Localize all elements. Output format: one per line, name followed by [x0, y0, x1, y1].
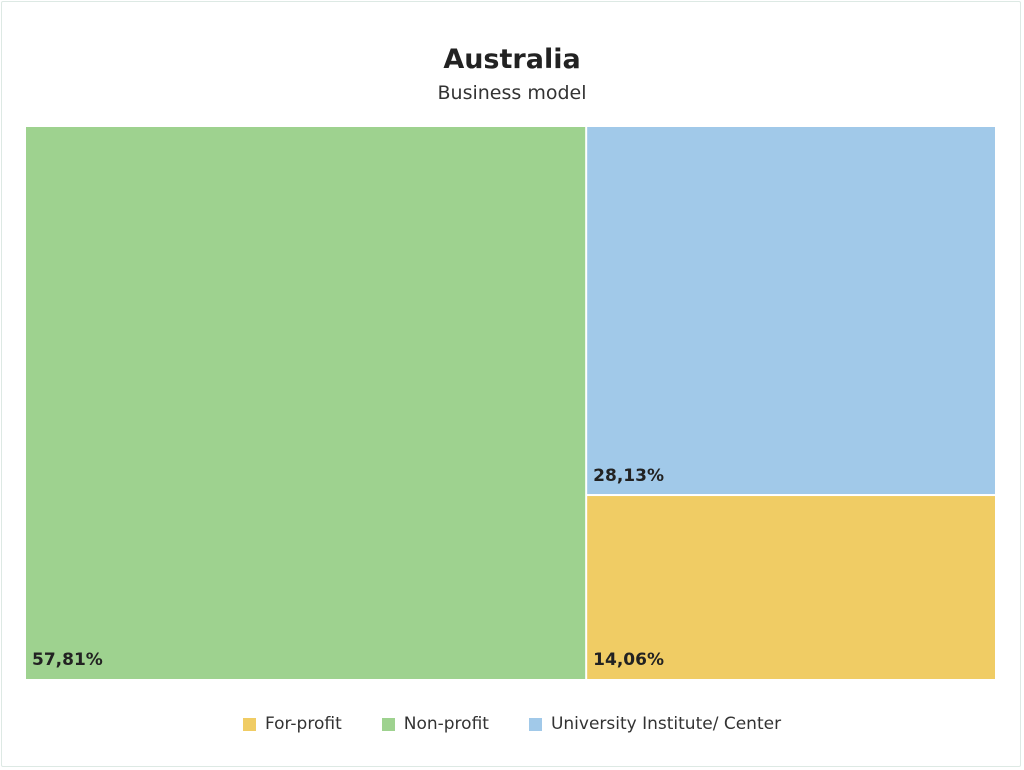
- treemap-label-non-profit: 57,81%: [32, 650, 103, 670]
- chart-title: Australia: [443, 44, 581, 75]
- legend-label-non-profit: Non-profit: [403, 714, 489, 734]
- legend-swatch-university-institute: [528, 717, 542, 731]
- legend: For-profit Non-profit University Institu…: [0, 714, 1024, 734]
- legend-swatch-for-profit: [242, 717, 256, 731]
- treemap-cell-non-profit[interactable]: [26, 127, 586, 679]
- treemap-cell-for-profit[interactable]: [587, 496, 995, 679]
- legend-item-for-profit[interactable]: For-profit: [242, 714, 342, 734]
- treemap-label-university-institute-center: 28,13%: [593, 466, 664, 486]
- chart-subtitle: Business model: [437, 82, 587, 104]
- legend-label-for-profit: For-profit: [264, 714, 342, 734]
- legend-item-non-profit[interactable]: Non-profit: [381, 714, 489, 734]
- legend-swatch-non-profit: [381, 717, 395, 731]
- legend-label-university-institute: University Institute/ Center: [550, 714, 782, 734]
- legend-item-university-institute[interactable]: University Institute/ Center: [528, 714, 782, 734]
- treemap-label-for-profit: 14,06%: [593, 650, 664, 670]
- treemap-cell-university-institute-center[interactable]: [587, 127, 995, 495]
